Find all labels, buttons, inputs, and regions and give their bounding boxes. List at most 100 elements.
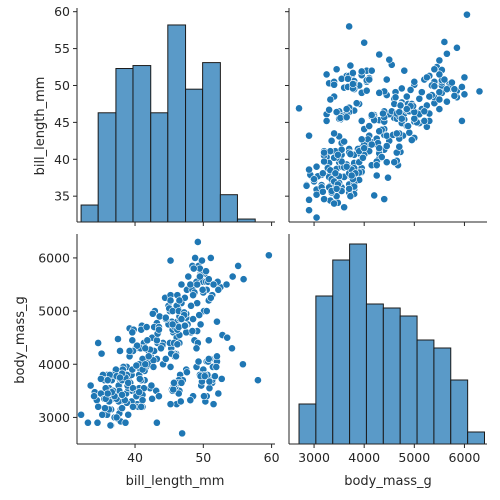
scatter-point: [305, 206, 313, 215]
scatter-point: [357, 67, 366, 76]
scatter-point: [402, 92, 411, 101]
hist-bar: [450, 379, 469, 445]
scatter-point: [166, 363, 175, 371]
scatter-point: [435, 95, 444, 104]
scatter-point: [161, 355, 170, 363]
scatter-point: [340, 137, 349, 146]
scatter-point: [392, 129, 401, 138]
scatter-point: [193, 280, 202, 289]
panel-scatter-mass-vs-length: [295, 10, 484, 222]
scatter-point: [442, 49, 451, 58]
scatter-point: [360, 144, 369, 153]
scatter-point: [77, 410, 85, 419]
scatter-point: [305, 131, 313, 140]
scatter-point: [93, 418, 102, 427]
scatter-point: [458, 117, 466, 125]
scatter-point: [305, 195, 313, 204]
scatter-point: [475, 87, 484, 96]
scatter-point: [391, 93, 400, 102]
scatter-point: [382, 142, 391, 150]
scatter-point: [183, 368, 191, 377]
scatter-point: [170, 378, 178, 387]
scatter-point: [187, 301, 195, 310]
scatter-point: [448, 78, 456, 87]
scatter-point: [367, 111, 376, 119]
y-tick-label: 6000: [38, 250, 70, 265]
scatter-point: [212, 363, 221, 371]
scatter-point: [342, 113, 351, 122]
scatter-point: [342, 162, 351, 171]
scatter-point: [195, 311, 204, 319]
y-tick-label: 60: [54, 4, 70, 19]
scatter-point: [188, 327, 197, 335]
scatter-point: [86, 381, 95, 390]
scatter-point: [357, 117, 366, 125]
hist-bar: [167, 24, 187, 223]
y-tick-label: 50: [54, 78, 70, 93]
scatter-point: [254, 376, 262, 385]
scatter-point: [362, 86, 371, 95]
scatter-point: [137, 402, 146, 411]
scatter-point: [349, 69, 357, 77]
hist-bar: [365, 303, 384, 445]
scatter-point: [420, 117, 429, 125]
y-tick-label: 5000: [38, 304, 70, 319]
scatter-point: [463, 10, 471, 19]
scatter-point: [406, 86, 415, 94]
scatter-point: [200, 372, 209, 381]
scatter-point: [460, 90, 469, 99]
hist-bar: [382, 307, 401, 445]
scatter-point: [147, 381, 156, 390]
scatter-point: [367, 66, 376, 75]
scatter-point: [114, 335, 122, 343]
hist-bar: [202, 62, 221, 223]
scatter-point: [372, 161, 381, 170]
scatter-point: [442, 97, 451, 106]
x-tick-label: 60: [264, 450, 280, 465]
scatter-point: [161, 313, 170, 322]
scatter-point: [217, 374, 226, 383]
hist-bar: [433, 347, 452, 445]
scatter-point: [312, 213, 321, 222]
scatter-point: [228, 344, 236, 353]
scatter-point: [312, 190, 321, 199]
scatter-point: [352, 99, 361, 108]
scatter-point: [222, 280, 231, 289]
scatter-point: [234, 261, 243, 270]
scatter-point: [310, 175, 318, 184]
scatter-point: [96, 374, 105, 383]
scatter-point: [155, 392, 163, 401]
scatter-point: [129, 402, 137, 411]
scatter-point: [196, 320, 205, 329]
scatter-point: [106, 421, 115, 430]
scatter-point: [173, 340, 182, 349]
scatter-point: [198, 285, 207, 294]
scatter-point: [132, 361, 141, 370]
hist-bar: [185, 88, 204, 223]
scatter-point: [375, 50, 384, 59]
scatter-point: [332, 184, 341, 193]
scatter-point: [345, 184, 354, 193]
scatter-point: [367, 140, 376, 149]
x-tick-label: 6000: [449, 450, 481, 465]
scatter-point: [397, 84, 406, 93]
scatter-point: [209, 280, 218, 289]
scatter-point: [375, 144, 384, 153]
y-tick-label: 35: [54, 189, 70, 204]
hist-bar: [298, 403, 317, 445]
scatter-point: [103, 389, 112, 398]
scatter-point: [458, 83, 466, 91]
scatter-point: [135, 374, 144, 383]
scatter-point: [395, 108, 404, 116]
hist-bar: [467, 431, 485, 445]
scatter-point: [189, 291, 197, 300]
scatter-point: [116, 347, 124, 355]
scatter-point: [322, 117, 331, 125]
scatter-point: [359, 153, 367, 162]
y-tick-label: 4000: [38, 357, 70, 372]
scatter-point: [430, 65, 439, 74]
scatter-point: [209, 400, 218, 409]
scatter-point: [239, 360, 247, 369]
scatter-point: [166, 296, 175, 305]
scatter-point: [172, 352, 180, 361]
